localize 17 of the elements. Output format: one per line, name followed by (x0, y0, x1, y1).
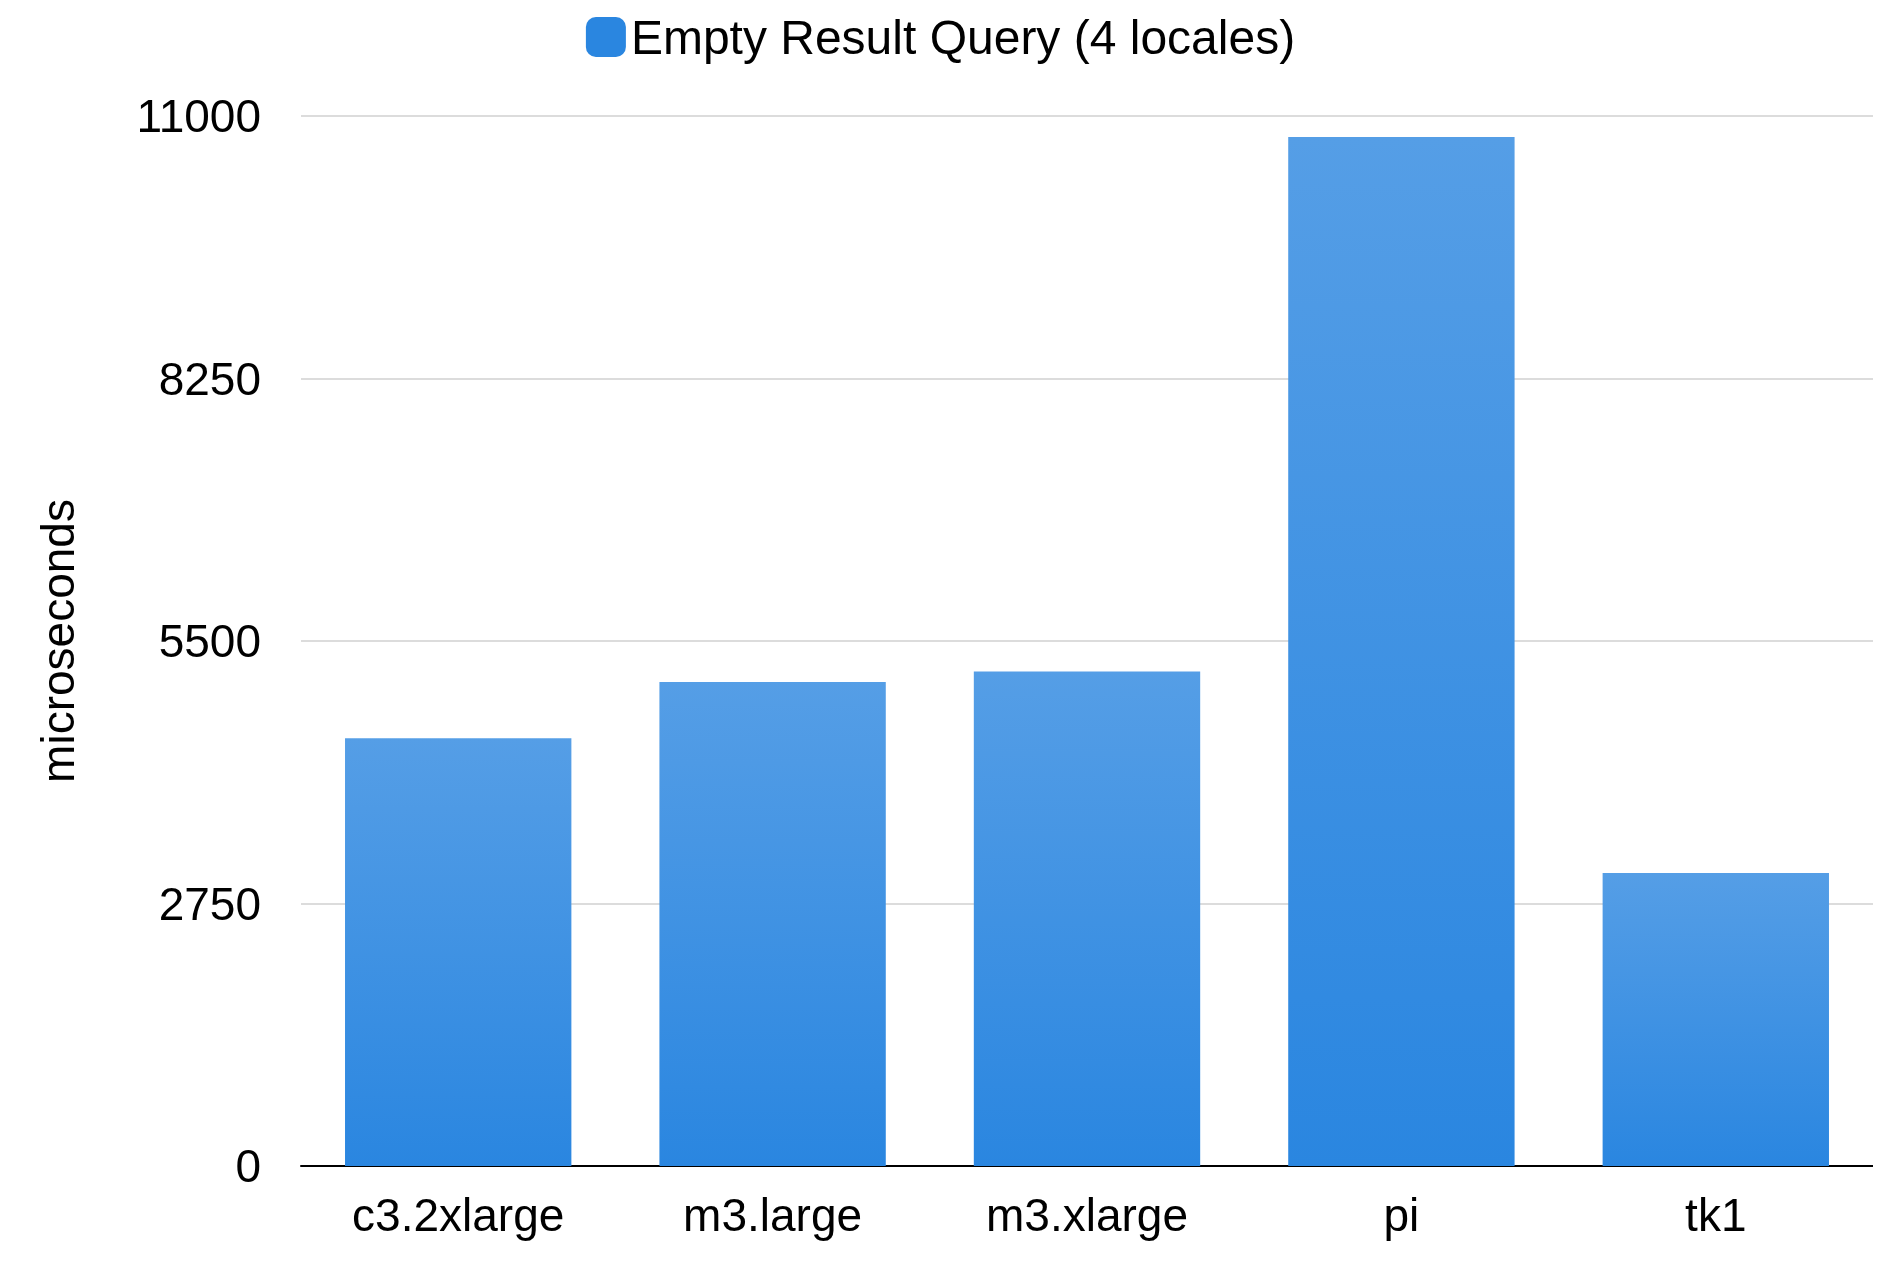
x-tick-label: tk1 (1685, 1189, 1747, 1241)
x-tick-label: pi (1383, 1189, 1420, 1241)
x-tick-label: m3.large (683, 1189, 863, 1241)
y-tick-label: 0 (235, 1140, 261, 1192)
x-tick-label: m3.xlarge (986, 1189, 1188, 1241)
y-tick-label: 8250 (158, 352, 261, 405)
y-tick-label: 5500 (158, 615, 261, 667)
x-tick-label: c3.2xlarge (352, 1189, 565, 1241)
y-tick-label: 11000 (136, 90, 261, 142)
bar (659, 682, 886, 1166)
bar (973, 671, 1201, 1166)
bar (1288, 137, 1515, 1166)
bar (1602, 872, 1829, 1166)
y-tick-label: 2750 (158, 877, 261, 930)
y-axis-title: microseconds (32, 499, 84, 783)
legend-label: Empty Result Query (4 locales) (630, 10, 1296, 64)
bar (345, 738, 572, 1166)
